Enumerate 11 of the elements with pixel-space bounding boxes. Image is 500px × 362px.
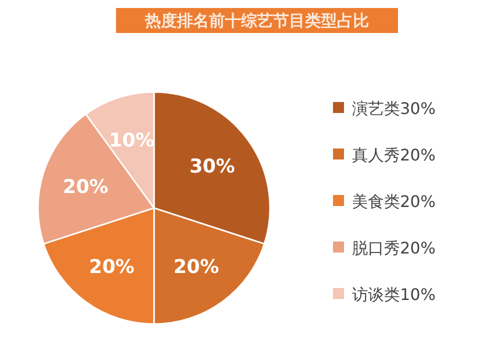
legend-label: 真人秀20% — [352, 146, 436, 164]
data-label: 30% — [189, 156, 235, 178]
data-label: 20% — [88, 256, 134, 278]
legend-label: 访谈类10% — [352, 285, 436, 304]
legend-label: 脱口秀20% — [352, 238, 436, 258]
data-label: 20% — [62, 176, 108, 198]
chart-title: 热度排名前十综艺节目类型占比 — [144, 11, 369, 30]
legend-label: 演艺类30% — [352, 99, 436, 118]
legend-label: 美食类20% — [352, 192, 436, 211]
data-label: 10% — [109, 130, 155, 152]
data-label: 20% — [174, 256, 220, 278]
